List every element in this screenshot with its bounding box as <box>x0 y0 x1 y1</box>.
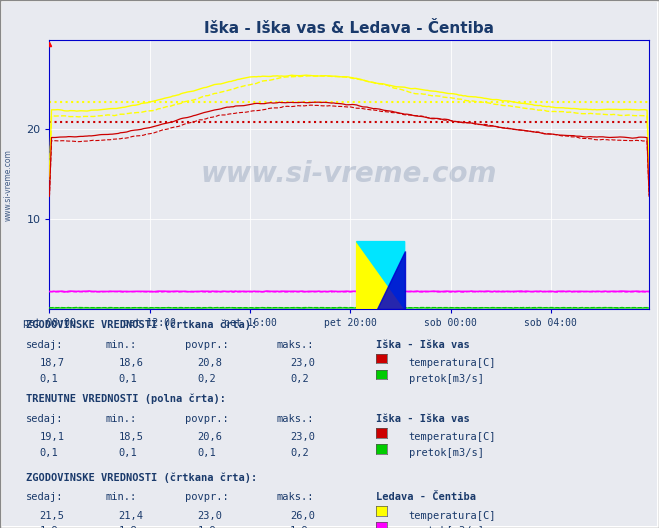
Text: 23,0: 23,0 <box>198 511 223 521</box>
Text: 20,6: 20,6 <box>198 432 223 442</box>
Polygon shape <box>357 242 405 309</box>
Text: povpr.:: povpr.: <box>185 414 228 424</box>
Text: temperatura[C]: temperatura[C] <box>409 511 496 521</box>
Text: 0,1: 0,1 <box>198 448 216 458</box>
Text: 26,0: 26,0 <box>290 511 315 521</box>
Text: sedaj:: sedaj: <box>26 340 64 350</box>
Text: povpr.:: povpr.: <box>185 340 228 350</box>
Text: 21,4: 21,4 <box>119 511 144 521</box>
Text: 1,9: 1,9 <box>198 526 216 528</box>
Text: 0,1: 0,1 <box>119 448 137 458</box>
Text: 0,2: 0,2 <box>290 374 308 384</box>
Text: maks.:: maks.: <box>277 492 314 502</box>
Text: min.:: min.: <box>105 414 136 424</box>
Text: TRENUTNE VREDNOSTI (polna črta):: TRENUTNE VREDNOSTI (polna črta): <box>26 394 226 404</box>
Title: Iška - Iška vas & Ledava - Čentiba: Iška - Iška vas & Ledava - Čentiba <box>204 21 494 36</box>
Text: pretok[m3/s]: pretok[m3/s] <box>409 374 484 384</box>
Polygon shape <box>378 251 405 309</box>
Text: Iška - Iška vas: Iška - Iška vas <box>376 340 469 350</box>
Text: sedaj:: sedaj: <box>26 492 64 502</box>
Text: 18,6: 18,6 <box>119 358 144 368</box>
Text: 0,1: 0,1 <box>119 374 137 384</box>
Text: pretok[m3/s]: pretok[m3/s] <box>409 526 484 528</box>
Text: min.:: min.: <box>105 340 136 350</box>
Text: sedaj:: sedaj: <box>26 414 64 424</box>
Text: 1,9: 1,9 <box>290 526 308 528</box>
Text: 1,8: 1,8 <box>119 526 137 528</box>
Text: 20,8: 20,8 <box>198 358 223 368</box>
Text: ZGODOVINSKE VREDNOSTI (črtkana črta):: ZGODOVINSKE VREDNOSTI (črtkana črta): <box>26 472 258 483</box>
Text: www.si-vreme.com: www.si-vreme.com <box>3 149 13 221</box>
Text: temperatura[C]: temperatura[C] <box>409 358 496 368</box>
Text: maks.:: maks.: <box>277 340 314 350</box>
Text: www.si-vreme.com: www.si-vreme.com <box>201 160 498 188</box>
Text: ZGODOVINSKE VREDNOSTI (črtkana črta):: ZGODOVINSKE VREDNOSTI (črtkana črta): <box>26 319 258 330</box>
Text: 18,7: 18,7 <box>40 358 65 368</box>
Text: povpr.:: povpr.: <box>185 492 228 502</box>
Text: Ledava - Čentiba: Ledava - Čentiba <box>376 492 476 502</box>
Text: 1,9: 1,9 <box>40 526 58 528</box>
Text: 23,0: 23,0 <box>290 358 315 368</box>
Text: pretok[m3/s]: pretok[m3/s] <box>409 448 484 458</box>
Text: 0,1: 0,1 <box>40 374 58 384</box>
Text: Iška - Iška vas: Iška - Iška vas <box>376 414 469 424</box>
Text: temperatura[C]: temperatura[C] <box>409 432 496 442</box>
Text: 23,0: 23,0 <box>290 432 315 442</box>
Text: 0,1: 0,1 <box>40 448 58 458</box>
Text: 19,1: 19,1 <box>40 432 65 442</box>
Text: min.:: min.: <box>105 492 136 502</box>
Text: 18,5: 18,5 <box>119 432 144 442</box>
Polygon shape <box>357 242 405 309</box>
Text: 21,5: 21,5 <box>40 511 65 521</box>
Text: 0,2: 0,2 <box>290 448 308 458</box>
Text: maks.:: maks.: <box>277 414 314 424</box>
Text: 0,2: 0,2 <box>198 374 216 384</box>
